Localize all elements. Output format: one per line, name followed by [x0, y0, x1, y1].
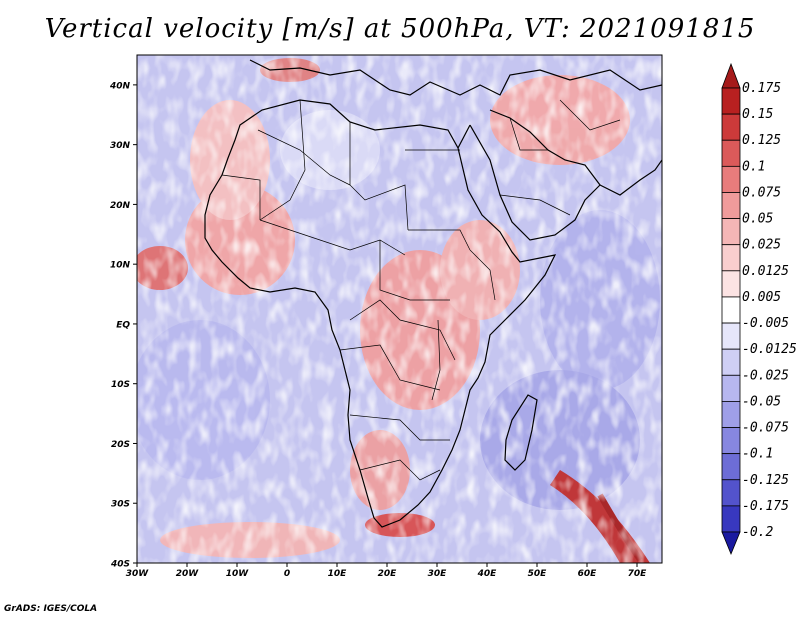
africa-coastline: [204, 99, 557, 528]
colorbar-swatch: [721, 270, 741, 298]
colorbar-label: -0.125: [742, 473, 789, 488]
colorbar-swatch: [721, 87, 741, 115]
colorbar-swatch: [721, 244, 741, 272]
colorbar-swatch: [721, 218, 741, 246]
lon-tick-label: 10W: [226, 569, 250, 579]
colorbar-swatch: [721, 453, 741, 481]
country-borders: [221, 99, 621, 481]
lat-tick-label: 10N: [110, 261, 131, 271]
colorbar-label: 0.075: [742, 185, 781, 200]
coastlines: [204, 59, 662, 528]
colorbar-label: -0.175: [742, 499, 789, 514]
chart-title: Vertical velocity [m/s] at 500hPa, VT: 2…: [44, 14, 756, 44]
colorbar-swatch: [721, 139, 741, 167]
colorbar-swatch: [721, 165, 741, 193]
lon-tick-label: 20E: [378, 569, 398, 579]
colorbar-swatch: [721, 296, 741, 324]
latitude-axis: 40N 30N 20N 10N EQ 10S 20S 30S 40S: [109, 81, 137, 570]
colorbar-bottom-arrow: [721, 531, 741, 556]
colorbar-label: 0.175: [742, 81, 781, 96]
colorbar: 0.175 0.15 0.125 0.1 0.075 0.05 0.025 0.0125 0.0…: [721, 62, 797, 556]
colorbar-label: -0.05: [742, 394, 781, 409]
lon-tick-label: 20W: [176, 569, 200, 579]
longitude-axis: 30W 20W 10W 0 10E 20E 30E 40E 50E 60E 70E: [126, 563, 647, 579]
colorbar-label: -0.075: [742, 421, 789, 436]
colorbar-label: 0.025: [742, 238, 781, 253]
colorbar-label: -0.005: [742, 316, 789, 331]
europe-coastline: [249, 59, 662, 96]
colorbar-label: -0.025: [742, 368, 789, 383]
colorbar-label: -0.2: [742, 525, 773, 540]
colorbar-swatch: [721, 427, 741, 455]
colorbar-label: 0.15: [742, 107, 773, 122]
lon-tick-label: 10E: [328, 569, 348, 579]
colorbar-swatch: [721, 374, 741, 402]
colorbar-label: 0.125: [742, 133, 781, 148]
colorbar-label: 0.005: [742, 290, 781, 305]
red-sea-coastline: [457, 124, 471, 149]
lon-tick-label: 50E: [528, 569, 548, 579]
colorbar-swatch: [721, 192, 741, 219]
colorbar-swatch: [721, 348, 741, 376]
madagascar-coastline: [504, 394, 538, 471]
asia-coastline: [599, 159, 662, 196]
texture: [137, 55, 662, 563]
map-panel: [137, 55, 662, 563]
colorbar-label: 0.0125: [742, 264, 789, 279]
lat-tick-label: 10S: [111, 380, 130, 390]
lat-tick-label: 20N: [110, 201, 131, 211]
lat-tick-label: 30S: [111, 500, 130, 510]
colorbar-swatch: [721, 113, 741, 141]
lat-tick-label: 40N: [109, 81, 131, 91]
lat-tick-label: EQ: [116, 320, 130, 330]
colorbar-label: 0.1: [742, 159, 765, 174]
lon-tick-label: 30W: [126, 569, 150, 579]
arabia-coastline: [469, 109, 601, 241]
lon-tick-label: 60E: [578, 569, 598, 579]
lat-tick-label: 30N: [110, 141, 131, 151]
lon-tick-label: 0: [284, 569, 290, 579]
lat-tick-label: 40S: [110, 560, 130, 570]
grads-credit: GrADS: IGES/COLA: [4, 604, 98, 614]
colorbar-swatch: [721, 401, 741, 428]
lat-tick-label: 20S: [111, 440, 130, 450]
lon-tick-label: 40E: [477, 569, 498, 579]
colorbar-swatch: [721, 322, 741, 350]
colorbar-label: -0.0125: [742, 342, 797, 357]
colorbar-top-arrow: [721, 62, 741, 89]
lon-tick-label: 30E: [428, 569, 448, 579]
colorbar-swatch: [721, 505, 741, 533]
map-frame: [136, 54, 663, 564]
colorbar-label: 0.05: [742, 212, 773, 227]
lon-tick-label: 70E: [628, 569, 648, 579]
colorbar-swatch: [721, 479, 741, 507]
colorbar-label: -0.1: [742, 447, 773, 462]
